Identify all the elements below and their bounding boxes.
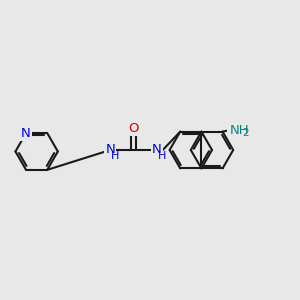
- Text: NH: NH: [230, 124, 249, 137]
- Text: H: H: [158, 151, 166, 161]
- Text: NH: NH: [228, 123, 248, 136]
- Text: H: H: [111, 151, 120, 161]
- Text: O: O: [128, 122, 139, 135]
- Text: N: N: [21, 127, 31, 140]
- Text: 2: 2: [242, 128, 249, 138]
- Text: 2: 2: [235, 126, 241, 136]
- Text: N: N: [152, 143, 162, 157]
- Text: N: N: [105, 143, 115, 157]
